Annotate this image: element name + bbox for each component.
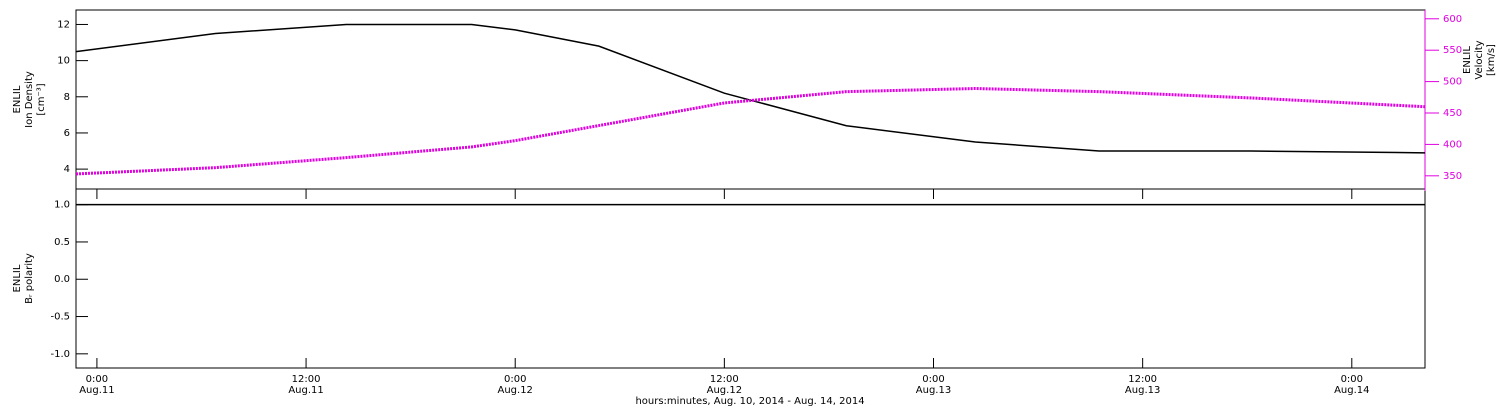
y-tick-label: 4 (64, 164, 70, 175)
y-tick-label: 0.0 (54, 274, 70, 285)
x-tick-label: 0:00 Aug.14 (1334, 374, 1370, 396)
y-tick-label: 1.0 (54, 200, 70, 211)
y-tick-label: 10 (57, 56, 70, 67)
y2-tick-label: 350 (1443, 171, 1462, 182)
x-tick-label: 12:00 Aug.12 (706, 374, 743, 396)
y2-tick-label: 500 (1443, 77, 1462, 88)
y-tick-label: 6 (64, 128, 70, 139)
y-axis-label: Bᵣ polarity (24, 253, 35, 304)
data-line (75, 87, 1426, 176)
y2-tick-label: 400 (1443, 139, 1462, 150)
y2-tick-label: 550 (1443, 45, 1462, 56)
x-tick-label: 0:00 Aug.13 (915, 374, 952, 396)
y2-tick-label: 600 (1443, 14, 1462, 25)
y-tick-label: -1.0 (50, 349, 70, 360)
y-axis-label: ENLIL (12, 264, 23, 292)
y2-axis-label: [km/s] (1486, 44, 1497, 76)
y2-tick-label: 450 (1443, 108, 1462, 119)
x-tick-label: 0:00 Aug.12 (497, 374, 533, 396)
y-tick-label: 12 (57, 19, 70, 30)
y-tick-label: -0.5 (50, 312, 70, 323)
y-axis-label: ENLIL (12, 85, 23, 113)
y2-axis-label: ENLIL (1462, 46, 1473, 74)
y-axis-label: [cm⁻³] (36, 83, 47, 115)
x-axis-label: hours:minutes, Aug. 10, 2014 - Aug. 14, … (635, 396, 865, 407)
y-axis-label: Ion Density (24, 71, 35, 128)
y2-axis-label: Velocity (1474, 40, 1485, 79)
x-tick-label: 12:00 Aug.13 (1124, 374, 1161, 396)
y-tick-label: 0.5 (54, 237, 70, 248)
y-tick-label: 8 (64, 92, 70, 103)
x-tick-label: 12:00 Aug.11 (288, 374, 324, 396)
data-line (75, 23, 1426, 154)
x-tick-label: 0:00 Aug.11 (79, 374, 115, 396)
